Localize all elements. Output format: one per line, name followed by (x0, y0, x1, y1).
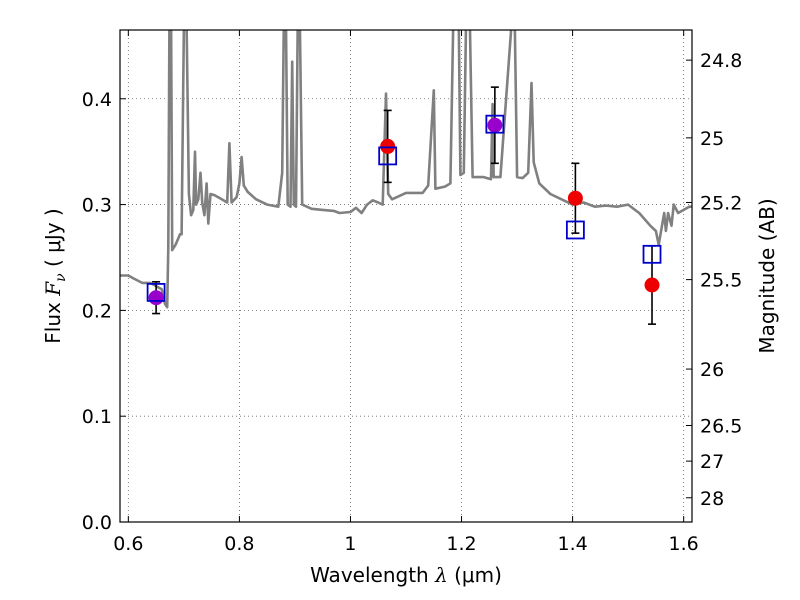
tick-labels: 0.6 0.8 1 1.2 1.4 1.6 0.0 0.1 0.2 0.3 0.4 24.8 25 25.… (82, 50, 743, 555)
x-tick-label: 1.4 (557, 533, 587, 555)
x-tick-label: 1.2 (446, 533, 476, 555)
model-spectrum-line (120, 30, 692, 309)
observed-point (644, 277, 660, 293)
x-tick-label: 1 (344, 533, 356, 555)
model-point (565, 220, 585, 240)
x-tick-label: 1.6 (669, 533, 699, 555)
y2-tick-label: 27 (700, 451, 724, 473)
y-tick-label: 0.2 (82, 300, 112, 322)
y-tick-label: 0.0 (82, 512, 112, 534)
model-points (146, 114, 662, 302)
model-point (485, 114, 505, 134)
y-tick-label: 0.4 (82, 89, 112, 111)
axis-ticks (120, 30, 692, 523)
y2-tick-label: 25.5 (700, 270, 742, 292)
plot-area (120, 30, 692, 325)
y-tick-label: 0.1 (82, 406, 112, 428)
y2-axis-title: Magnitude (AB) (755, 198, 779, 353)
x-tick-label: 0.8 (224, 533, 254, 555)
y-axis-title: Flux Fν ( μJy ) (41, 208, 69, 343)
observed-point (148, 290, 164, 306)
model-point (642, 244, 662, 264)
plot-frame (119, 29, 693, 523)
y2-tick-label: 25 (700, 128, 724, 150)
y2-tick-label: 25.2 (700, 192, 742, 214)
x-tick-label: 0.6 (113, 533, 143, 555)
model-point (146, 282, 166, 302)
model-point (378, 146, 398, 166)
observed-point (567, 190, 583, 206)
y2-tick-label: 28 (700, 488, 724, 510)
observed-point (380, 138, 396, 154)
x-axis-title: Wavelength λ (μm) (310, 563, 502, 587)
y2-tick-label: 24.8 (700, 50, 742, 72)
y2-tick-label: 26.5 (700, 416, 742, 438)
observed-point (487, 117, 503, 133)
y2-tick-label: 26 (700, 359, 724, 381)
y-tick-label: 0.3 (82, 195, 112, 217)
